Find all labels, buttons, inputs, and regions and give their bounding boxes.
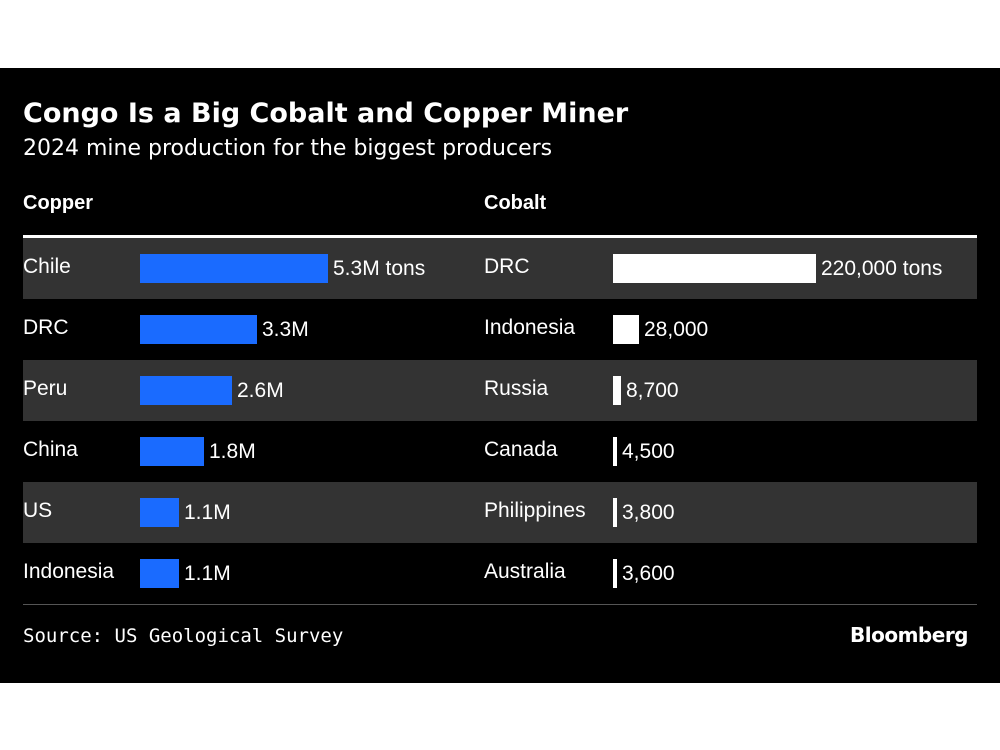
cobalt-bar — [613, 437, 617, 466]
chart-title: Congo Is a Big Cobalt and Copper Miner — [23, 98, 629, 129]
chart-panel: Congo Is a Big Cobalt and Copper Miner 2… — [0, 68, 1000, 683]
row-stripe — [23, 482, 977, 543]
cobalt-value-label: 3,800 — [622, 501, 675, 524]
cobalt-category-label: Philippines — [484, 499, 586, 522]
cobalt-value-label: 4,500 — [622, 440, 675, 463]
copper-category-label: DRC — [23, 316, 69, 339]
copper-category-label: China — [23, 438, 78, 461]
copper-bar — [140, 437, 204, 466]
copper-category-label: Peru — [23, 377, 68, 400]
copper-bar — [140, 498, 179, 527]
cobalt-category-label: Indonesia — [484, 316, 576, 339]
cobalt-value-label: 8,700 — [626, 379, 679, 402]
cobalt-value-label: 28,000 — [644, 318, 709, 341]
cobalt-bar — [613, 559, 617, 588]
copper-category-label: Chile — [23, 255, 71, 278]
copper-bar — [140, 254, 328, 283]
copper-value-label: 2.6M — [237, 379, 284, 402]
copper-value-label: 1.8M — [209, 440, 256, 463]
bloomberg-logo: Bloomberg — [850, 623, 968, 647]
copper-value-label: 1.1M — [184, 501, 231, 524]
copper-bar — [140, 315, 257, 344]
cobalt-column-header: Cobalt — [484, 192, 547, 214]
copper-column-header: Copper — [23, 192, 93, 214]
cobalt-category-label: Russia — [484, 377, 549, 400]
copper-value-label: 3.3M — [262, 318, 309, 341]
copper-bar — [140, 559, 179, 588]
bottom-rule — [23, 604, 977, 605]
top-rule — [23, 235, 977, 238]
copper-category-label: US — [23, 499, 53, 522]
cobalt-bar — [613, 254, 816, 283]
cobalt-value-label: 3,600 — [622, 562, 675, 585]
cobalt-bar — [613, 315, 639, 344]
cobalt-category-label: Canada — [484, 438, 558, 461]
copper-bar — [140, 376, 232, 405]
copper-value-label: 5.3M tons — [333, 257, 426, 280]
chart-subtitle: 2024 mine production for the biggest pro… — [23, 136, 553, 161]
cobalt-category-label: DRC — [484, 255, 530, 278]
source-note: Source: US Geological Survey — [23, 625, 344, 647]
copper-category-label: Indonesia — [23, 560, 115, 583]
cobalt-bar — [613, 498, 617, 527]
cobalt-value-label: 220,000 tons — [821, 257, 943, 280]
cobalt-bar — [613, 376, 621, 405]
cobalt-category-label: Australia — [484, 560, 566, 583]
copper-value-label: 1.1M — [184, 562, 231, 585]
